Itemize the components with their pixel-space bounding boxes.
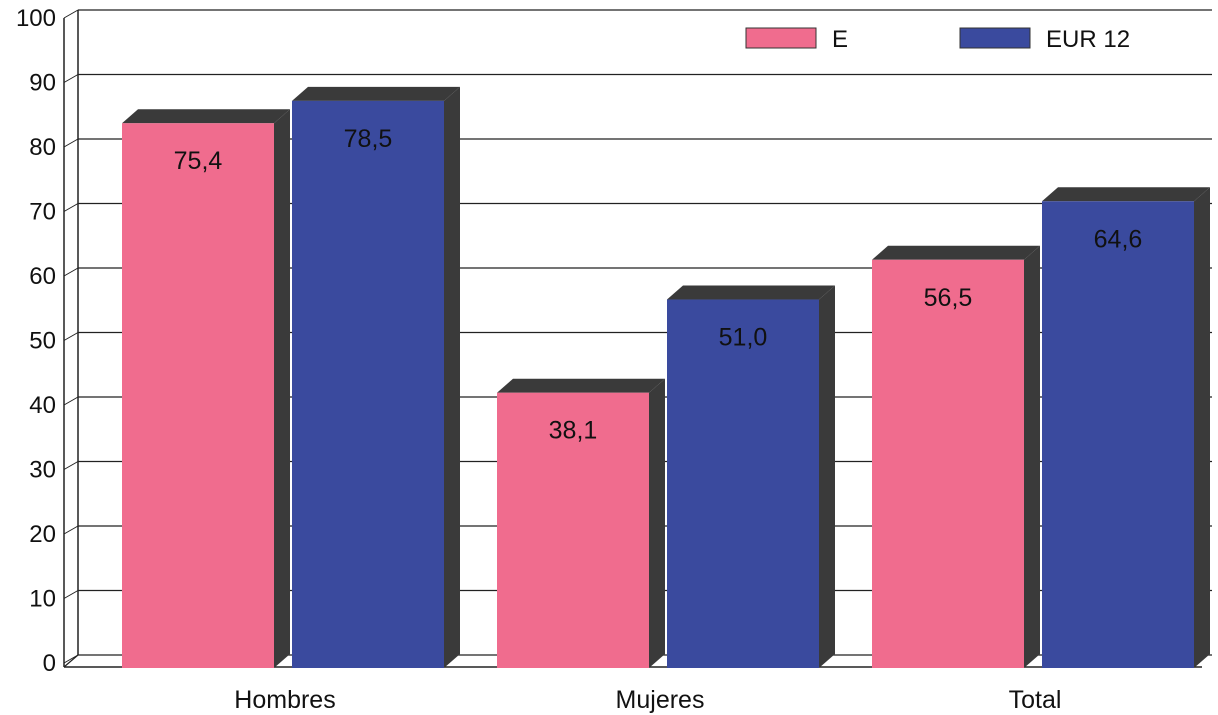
gridline-side — [63, 461, 79, 470]
bar-e-mujeres — [497, 392, 649, 668]
gridline-side — [63, 525, 79, 535]
bar-side — [819, 285, 835, 668]
bar-side — [274, 109, 290, 669]
gridline-side — [63, 396, 79, 406]
bar-top — [872, 245, 1040, 260]
gridline-side — [63, 138, 79, 148]
y-tick-label: 60 — [29, 263, 56, 290]
y-tick-label: 40 — [29, 392, 56, 419]
bar-top — [667, 285, 835, 300]
gridline-side — [63, 267, 79, 277]
bar-e-total — [872, 259, 1024, 668]
y-tick-label: 50 — [29, 328, 56, 355]
y-tick-label: 90 — [29, 70, 56, 97]
bar-side — [1024, 245, 1040, 668]
bar-eur-12-mujeres — [667, 299, 819, 668]
legend-label: EUR 12 — [1046, 26, 1130, 53]
legend: E EUR 12 — [745, 26, 1130, 53]
data-label: 75,4 — [174, 147, 223, 175]
x-tick-label: Mujeres — [616, 686, 705, 714]
legend-label: E — [832, 26, 848, 53]
y-tick-label: 70 — [29, 199, 56, 226]
y-tick-label: 10 — [29, 586, 56, 613]
bars: 75,4 78,5 38,1 51,0 56,5 64,6 — [122, 86, 1210, 669]
data-label: 56,5 — [924, 284, 973, 312]
x-tick-label: Total — [1009, 686, 1062, 714]
bar-eur-12-hombres — [292, 100, 444, 668]
bar-side — [1194, 187, 1210, 668]
x-tick-label: Hombres — [234, 686, 335, 714]
gridline-side — [63, 203, 79, 212]
y-tick-label: 80 — [29, 134, 56, 161]
gridline-side — [63, 590, 79, 599]
bar-top — [497, 378, 665, 393]
gridline-side — [63, 74, 79, 83]
y-tick-label: 30 — [29, 457, 56, 484]
data-label: 38,1 — [549, 417, 598, 445]
bar-top — [292, 86, 460, 101]
bar-eur-12-total — [1042, 201, 1194, 668]
bar-side — [649, 378, 665, 668]
bar-e-hombres — [122, 123, 274, 669]
x-axis-labels: Hombres Mujeres Total — [234, 686, 1061, 714]
gridline-side — [63, 332, 79, 341]
bar-top — [1042, 187, 1210, 202]
floor-corner — [63, 654, 79, 668]
y-tick-label: 100 — [16, 5, 56, 32]
legend-swatch — [959, 27, 1031, 49]
data-label: 51,0 — [719, 324, 768, 352]
legend-swatch — [745, 27, 817, 49]
gridline-side — [63, 654, 79, 664]
y-axis-ticks: 0 10 20 30 40 50 60 70 80 90 100 — [16, 5, 56, 677]
bar-top — [122, 109, 290, 124]
y-tick-label: 20 — [29, 521, 56, 548]
y-tick-label: 0 — [43, 650, 56, 677]
bar-side — [444, 86, 460, 668]
data-label: 64,6 — [1094, 225, 1143, 253]
gridline-side — [63, 9, 79, 19]
data-label: 78,5 — [344, 125, 393, 153]
